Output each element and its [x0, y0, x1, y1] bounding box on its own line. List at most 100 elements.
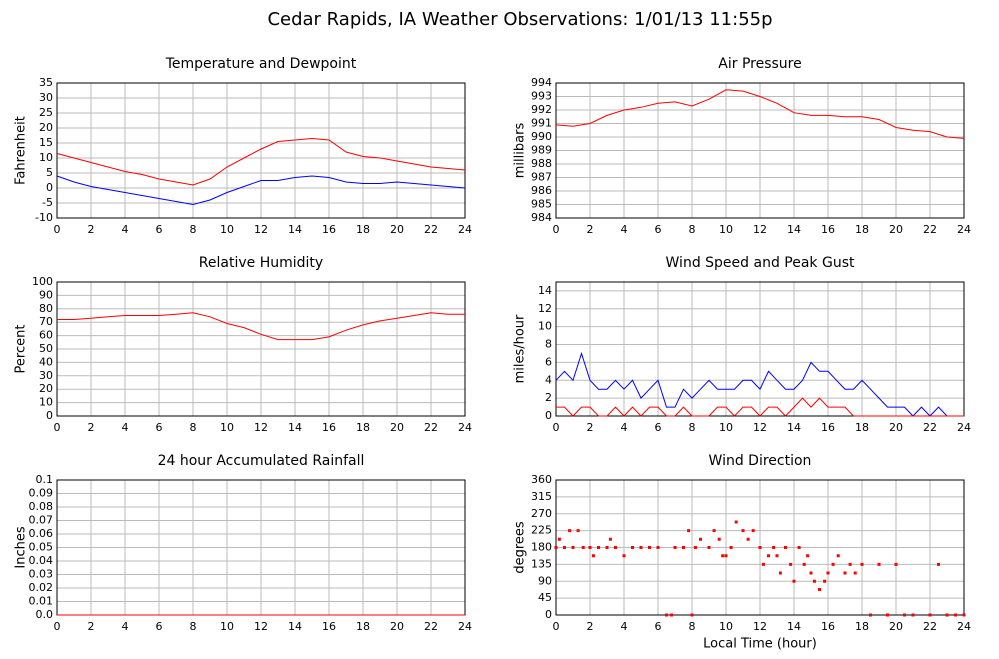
x-tick-label: 18 [855, 421, 869, 434]
data-point [758, 546, 762, 549]
data-point [614, 546, 617, 549]
x-tick-label: 6 [156, 620, 163, 633]
y-tick-label: 984 [531, 211, 552, 224]
y-tick-label: 135 [531, 557, 552, 570]
data-line [56, 137, 466, 186]
y-axis-label: degrees [513, 521, 528, 574]
x-tick-label: 12 [753, 620, 767, 633]
x-tick-label: 6 [655, 223, 662, 236]
data-point [826, 571, 830, 575]
y-tick-label: 80 [39, 302, 53, 315]
y-tick-label: 989 [531, 144, 552, 157]
y-tick-label: -10 [35, 211, 53, 224]
x-tick-label: 6 [156, 223, 163, 236]
y-tick-label: 0.01 [29, 595, 54, 608]
data-point [734, 520, 738, 524]
x-tick-label: 4 [122, 620, 129, 633]
x-tick-label: 20 [889, 421, 903, 434]
y-tick-label: 986 [531, 184, 552, 197]
data-point [869, 613, 872, 617]
chart-title: Wind Speed and Peak Gust [666, 255, 855, 271]
data-point [954, 613, 957, 617]
y-tick-label: 12 [538, 302, 552, 315]
y-tick-label: 315 [531, 490, 552, 503]
y-tick-label: 0.05 [29, 541, 54, 554]
data-point [894, 562, 898, 566]
y-tick-label: 2 [545, 391, 552, 404]
y-tick-label: 35 [39, 76, 53, 89]
data-point [806, 554, 810, 558]
data-point [818, 588, 821, 591]
data-point [751, 529, 755, 533]
data-point [928, 613, 932, 617]
data-point [639, 546, 643, 549]
x-tick-label: 24 [957, 223, 971, 236]
data-point [721, 554, 725, 558]
y-tick-label: 992 [531, 103, 552, 116]
data-point [775, 554, 779, 558]
x-tick-label: 22 [424, 421, 438, 434]
data-point [778, 571, 782, 575]
data-point [554, 546, 558, 549]
data-point [911, 613, 915, 617]
y-tick-label: 360 [531, 473, 552, 486]
data-point [563, 546, 566, 549]
data-point [853, 571, 857, 575]
data-point [767, 554, 770, 558]
x-tick-label: 2 [587, 223, 594, 236]
y-tick-label: 0.03 [29, 568, 54, 581]
data-point [903, 613, 906, 617]
data-point [848, 562, 852, 566]
x-tick-label: 20 [889, 223, 903, 236]
y-tick-label: 0.0 [36, 608, 54, 621]
data-point [746, 537, 750, 541]
data-line [555, 89, 965, 139]
x-tick-label: 20 [889, 620, 903, 633]
data-point [741, 529, 745, 533]
x-tick-label: 10 [220, 421, 234, 434]
x-tick-label: 12 [753, 421, 767, 434]
x-tick-label: 12 [254, 620, 268, 633]
x-tick-label: 18 [855, 223, 869, 236]
x-tick-label: 12 [254, 223, 268, 236]
data-point [699, 537, 702, 541]
x-tick-label: 14 [787, 620, 801, 633]
y-tick-label: 4 [545, 373, 552, 386]
data-point [836, 554, 840, 558]
y-tick-label: 40 [39, 355, 53, 368]
y-tick-label: -5 [42, 196, 53, 209]
data-line [57, 312, 465, 341]
data-point [877, 562, 881, 566]
y-tick-label: 15 [39, 136, 53, 149]
y-tick-label: 8 [545, 338, 552, 351]
y-tick-label: 180 [531, 541, 552, 554]
x-tick-label: 24 [458, 620, 472, 633]
x-tick-label: 2 [88, 223, 95, 236]
data-point [789, 562, 793, 566]
y-tick-label: 5 [46, 166, 53, 179]
x-tick-label: 18 [356, 223, 370, 236]
data-point [568, 529, 572, 533]
y-tick-label: 20 [39, 121, 53, 134]
y-tick-label: 0.08 [29, 500, 54, 513]
y-axis-label: miles/hour [513, 314, 528, 383]
x-tick-label: 20 [390, 421, 404, 434]
y-tick-label: 45 [538, 591, 552, 604]
y-tick-label: 14 [538, 284, 552, 297]
x-tick-label: 2 [88, 421, 95, 434]
y-tick-label: 90 [39, 288, 53, 301]
chart-title: 24 hour Accumulated Rainfall [158, 453, 365, 469]
plot-border [56, 82, 466, 219]
data-line [555, 351, 964, 417]
data-point [690, 613, 694, 617]
x-tick-label: 22 [923, 421, 937, 434]
y-tick-label: 0.07 [29, 514, 54, 527]
y-tick-label: 30 [39, 91, 53, 104]
data-point [608, 537, 612, 541]
y-tick-label: 990 [531, 130, 552, 143]
data-point [809, 571, 813, 575]
